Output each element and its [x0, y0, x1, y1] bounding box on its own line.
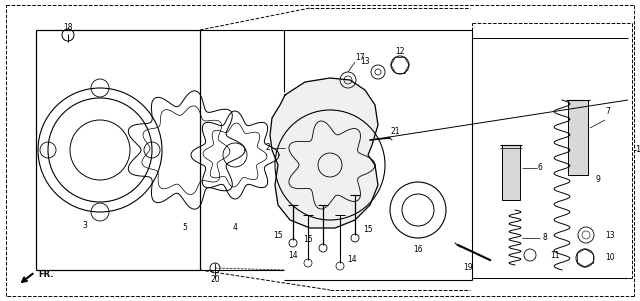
Text: 1: 1 — [636, 145, 640, 154]
Text: 14: 14 — [347, 256, 357, 265]
Text: FR.: FR. — [38, 270, 54, 279]
Text: 18: 18 — [63, 23, 73, 33]
Text: 20: 20 — [210, 275, 220, 284]
Text: 8: 8 — [543, 234, 547, 243]
Text: 2: 2 — [266, 144, 270, 153]
Text: 13: 13 — [605, 231, 615, 240]
Text: 9: 9 — [596, 175, 600, 185]
Text: 13: 13 — [360, 57, 370, 67]
Polygon shape — [270, 78, 378, 228]
Text: 7: 7 — [605, 107, 611, 116]
Text: 15: 15 — [303, 235, 313, 244]
Text: 19: 19 — [463, 263, 473, 272]
Text: 5: 5 — [182, 224, 188, 232]
Text: 4: 4 — [232, 224, 237, 232]
Text: 12: 12 — [396, 48, 404, 57]
Text: 17: 17 — [355, 54, 365, 63]
FancyBboxPatch shape — [568, 100, 588, 175]
FancyBboxPatch shape — [502, 145, 520, 200]
Text: 6: 6 — [538, 163, 543, 172]
Text: 14: 14 — [288, 250, 298, 259]
Text: 21: 21 — [390, 128, 400, 136]
Text: 15: 15 — [273, 231, 283, 240]
Text: 11: 11 — [550, 250, 560, 259]
Text: 3: 3 — [83, 221, 88, 229]
Text: 15: 15 — [363, 225, 373, 234]
Text: 10: 10 — [605, 253, 615, 262]
Text: 16: 16 — [413, 246, 423, 255]
